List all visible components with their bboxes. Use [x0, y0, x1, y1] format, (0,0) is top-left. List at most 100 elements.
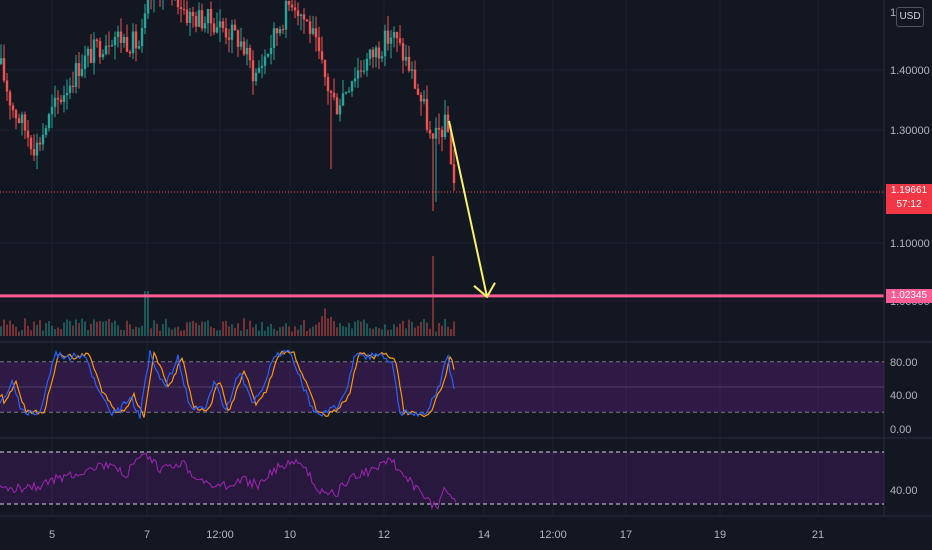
volume-bar: [237, 323, 239, 336]
candle-body: [332, 92, 336, 98]
volume-bar: [192, 320, 194, 336]
volume-bar: [147, 291, 149, 336]
volume-bar: [78, 323, 80, 336]
volume-bar: [384, 324, 386, 336]
volume-bar: [39, 320, 41, 336]
volume-bar: [306, 330, 308, 336]
volume-bar: [267, 326, 269, 336]
volume-bar: [129, 324, 131, 336]
rsi-level-label: 40.00: [890, 485, 918, 497]
volume-bar: [381, 329, 383, 336]
volume-bar: [285, 323, 287, 336]
candle-body: [131, 31, 135, 54]
candle-body: [86, 48, 90, 56]
volume-bar: [354, 321, 356, 336]
candle-body: [59, 99, 63, 103]
volume-bar: [342, 326, 344, 336]
volume-bar: [246, 329, 248, 336]
candle-body: [422, 98, 426, 102]
volume-bar: [99, 321, 101, 336]
candle-body: [257, 67, 261, 73]
volume-bar: [156, 323, 158, 336]
candle-body: [65, 93, 69, 96]
volume-bar: [120, 329, 122, 336]
volume-bar: [66, 319, 68, 336]
candle-body: [233, 24, 237, 31]
volume-bar: [243, 318, 245, 336]
candle-body: [206, 8, 210, 24]
time-tick-label: 19: [714, 529, 726, 541]
volume-bar: [195, 322, 197, 336]
candle-body: [0, 58, 3, 64]
candle-body: [101, 54, 105, 58]
volume-bar: [102, 321, 104, 336]
candle-body: [356, 70, 360, 79]
volume-bar: [447, 326, 449, 336]
volume-bar: [252, 327, 254, 336]
candle-body: [416, 88, 420, 95]
volume-bar: [90, 323, 92, 336]
candle-body: [347, 91, 351, 93]
volume-bar: [18, 331, 20, 336]
candle-body: [44, 128, 48, 135]
volume-bar: [153, 320, 155, 336]
candle-body: [329, 91, 333, 93]
volume-bar: [168, 327, 170, 336]
volume-bar: [204, 321, 206, 336]
volume-bar: [411, 321, 413, 336]
volume-bar: [162, 324, 164, 336]
volume-bar: [87, 330, 89, 336]
candle-body: [407, 56, 411, 71]
volume-bar: [48, 321, 50, 336]
candle-body: [449, 131, 453, 165]
candle-body: [392, 32, 396, 38]
stochastic-k-line: [0, 349, 455, 419]
candle-body: [212, 23, 216, 33]
volume-bar: [249, 320, 251, 336]
candle-body: [17, 118, 21, 124]
volume-bar: [225, 320, 227, 336]
last-price-tag: 1.19661 57:12: [886, 184, 932, 215]
candle-body: [302, 14, 306, 20]
candle-body: [380, 56, 384, 59]
candle-body: [284, 0, 288, 30]
candle-body: [245, 47, 249, 55]
volume-bar: [339, 323, 341, 336]
candle-body: [197, 10, 201, 27]
candle-body: [23, 114, 27, 131]
candle-body: [287, 0, 291, 5]
volume-bar: [303, 319, 305, 336]
candle-body: [227, 37, 231, 40]
volume-bar: [60, 329, 62, 336]
volume-bar: [291, 331, 293, 336]
candle-body: [35, 142, 39, 156]
support-price-tag: 1.02345: [886, 288, 932, 303]
candle-body: [431, 133, 435, 139]
candle-body: [176, 0, 180, 8]
candle-body: [5, 80, 9, 92]
candle-body: [77, 63, 81, 76]
volume-bar: [21, 329, 23, 336]
currency-button[interactable]: USD: [896, 7, 924, 27]
candle-body: [191, 11, 195, 16]
volume-bar: [75, 319, 77, 336]
candle-body: [98, 41, 102, 58]
candle-body: [110, 45, 114, 47]
candle-body: [269, 47, 273, 54]
volume-bar: [363, 319, 365, 336]
volume-bar: [27, 325, 29, 336]
candle-body: [104, 45, 108, 55]
candle-body: [371, 49, 375, 58]
volume-bar: [402, 320, 404, 336]
candle-body: [362, 70, 366, 72]
volume-bar: [288, 326, 290, 336]
volume-bar: [54, 329, 56, 336]
volume-bar: [390, 329, 392, 336]
candle-body: [140, 28, 144, 47]
volume-bar: [309, 328, 311, 336]
volume-bar: [366, 323, 368, 336]
volume-bar: [207, 320, 209, 336]
candle-body: [122, 37, 126, 43]
